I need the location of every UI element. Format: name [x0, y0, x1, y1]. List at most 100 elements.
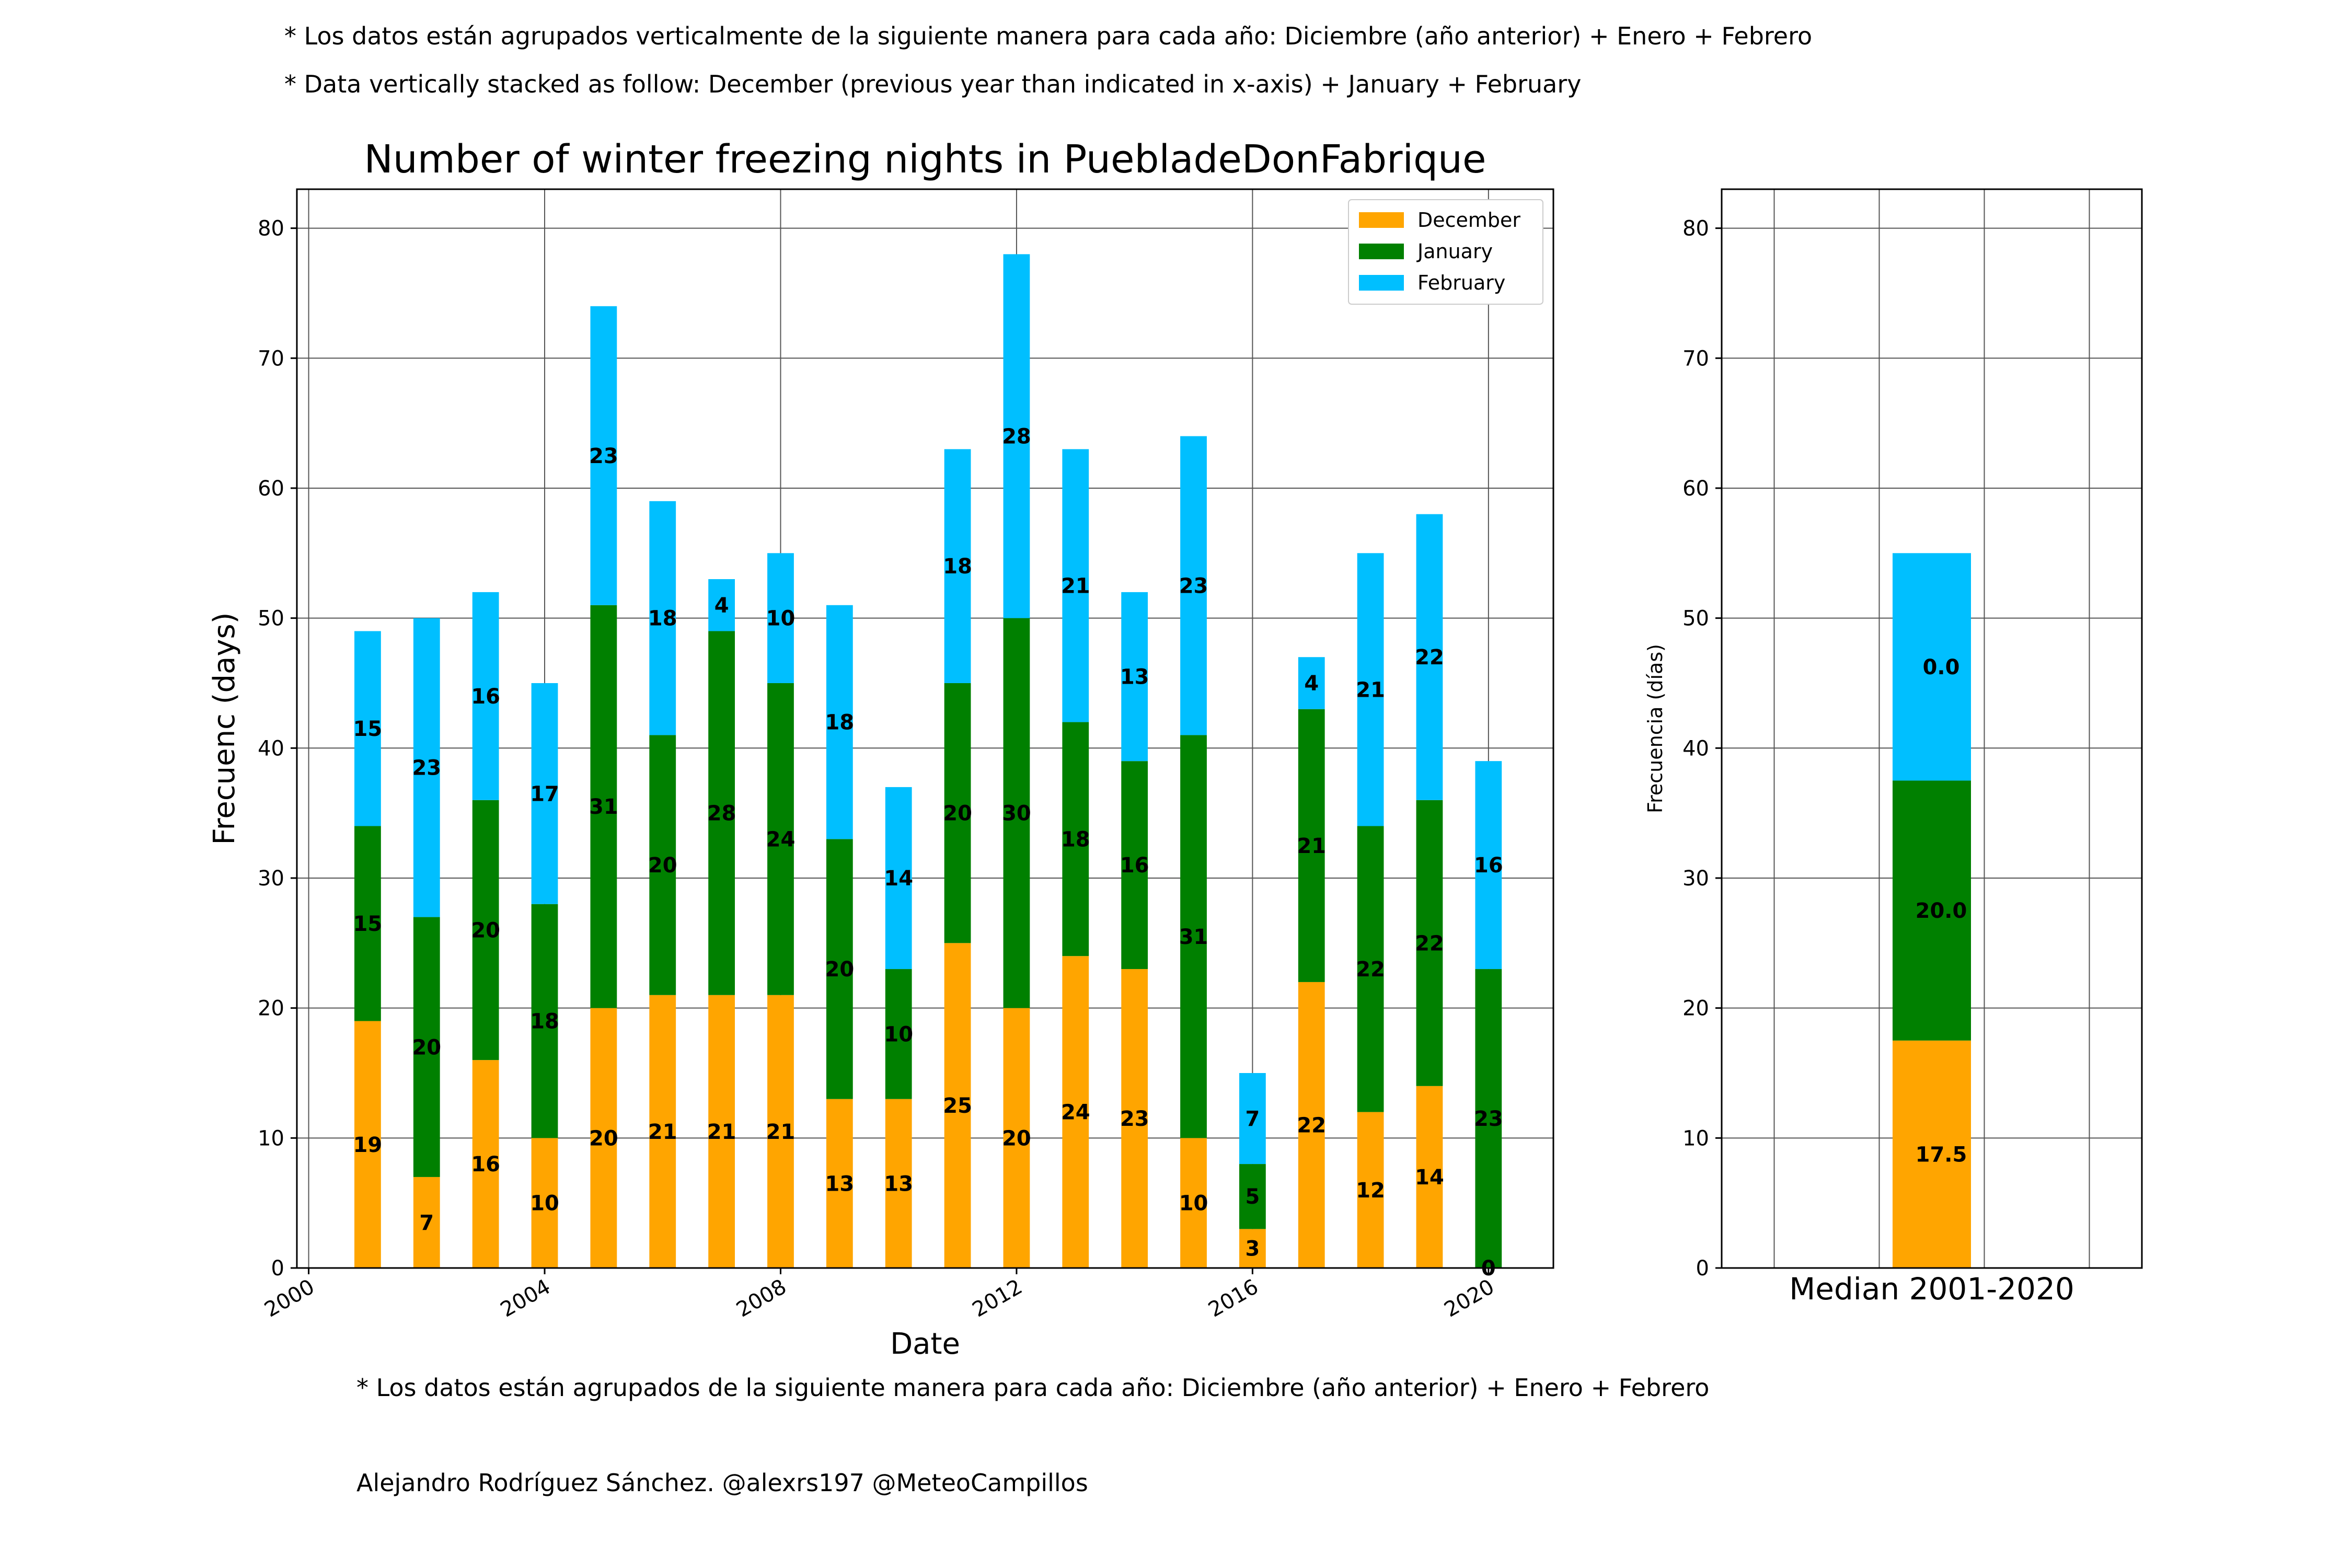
bar-value-label: 23	[1179, 574, 1208, 598]
bar-value-label: 13	[1120, 665, 1149, 689]
median-y-tick-label: 0	[1696, 1256, 1709, 1281]
bar-january	[767, 683, 794, 995]
main-y-tick-label: 20	[258, 997, 284, 1021]
bar-february	[944, 449, 971, 683]
main-y-tick-label: 30	[258, 867, 284, 891]
bar-january	[944, 683, 971, 943]
bar-value-label: 20	[648, 854, 677, 878]
bar-value-label: 20	[471, 918, 500, 942]
credit-line: Alejandro Rodríguez Sánchez. @alexrs197 …	[356, 1469, 1088, 1497]
main-y-tick-label: 10	[258, 1126, 284, 1150]
bar-december	[1357, 1112, 1384, 1268]
bar-value-label: 25	[943, 1094, 972, 1118]
note-bottom-spanish: * Los datos están agrupados de la siguie…	[356, 1374, 1710, 1402]
bar-february	[1180, 436, 1207, 735]
bar-value-label: 18	[1061, 827, 1090, 851]
bar-december	[1239, 1229, 1266, 1268]
median-bar-value-label: 20.0	[1916, 899, 1967, 923]
main-x-tick-label: 2012	[969, 1275, 1027, 1322]
bar-value-label: 22	[1415, 645, 1444, 670]
main-y-tick-label: 70	[258, 347, 284, 371]
bar-value-label: 14	[884, 867, 913, 891]
median-y-tick-label: 50	[1682, 607, 1709, 631]
bar-value-label: 4	[1304, 672, 1319, 696]
bar-value-label: 13	[825, 1172, 855, 1196]
median-y-tick-label: 30	[1682, 867, 1709, 891]
bar-value-label: 21	[648, 1120, 677, 1144]
bar-value-label: 18	[943, 555, 972, 579]
bar-value-label: 24	[766, 827, 795, 851]
bar-january	[531, 904, 558, 1138]
bar-december	[708, 995, 735, 1268]
bar-value-label: 3	[1245, 1237, 1260, 1261]
legend-swatch-february	[1359, 275, 1404, 291]
bar-value-label: 23	[589, 444, 618, 468]
bar-january	[472, 800, 499, 1060]
bar-value-label: 22	[1356, 958, 1385, 982]
bar-february	[708, 579, 735, 631]
bar-december	[1003, 1008, 1030, 1268]
bar-january	[885, 969, 912, 1099]
note-top-spanish: * Los datos están agrupados verticalment…	[284, 22, 1813, 50]
bar-value-label: 28	[707, 802, 736, 826]
bar-december	[885, 1099, 912, 1268]
median-bar-value-label: 0.0	[1923, 655, 1960, 679]
bar-value-label: 7	[1245, 1107, 1260, 1131]
bar-value-label: 23	[1120, 1107, 1149, 1131]
main-plot-frame	[296, 188, 1554, 1269]
bar-december	[413, 1177, 440, 1268]
bar-february	[354, 631, 381, 826]
bar-value-label: 5	[1245, 1185, 1260, 1209]
bar-value-label: 20	[825, 958, 855, 982]
main-y-tick-label: 40	[258, 736, 284, 760]
bar-value-label: 17	[530, 782, 559, 806]
y-axis-title: Frecuenc (days)	[207, 612, 241, 845]
bar-value-label: 21	[766, 1120, 795, 1144]
bar-value-label: 15	[353, 717, 383, 741]
bar-february	[531, 683, 558, 904]
main-x-tick-label: 2008	[732, 1275, 790, 1322]
bar-value-label: 22	[1415, 931, 1444, 955]
bar-value-label: 31	[1179, 925, 1208, 949]
bar-value-label: 21	[1356, 678, 1385, 702]
bar-february	[472, 592, 499, 800]
bar-december	[1062, 956, 1089, 1268]
bar-february	[413, 618, 440, 917]
bar-february	[1357, 553, 1384, 826]
bar-december	[590, 1008, 617, 1268]
bar-value-label: 10	[884, 1022, 913, 1046]
main-x-tick-label: 2020	[1440, 1275, 1498, 1322]
main-y-tick-label: 60	[258, 477, 284, 501]
bar-value-label: 28	[1002, 424, 1031, 448]
bar-value-label: 19	[353, 1133, 383, 1157]
bar-january	[413, 917, 440, 1177]
main-x-tick-label: 2000	[260, 1275, 318, 1322]
bar-value-label: 31	[589, 795, 618, 819]
bar-january	[708, 631, 735, 995]
bar-value-label: 13	[884, 1172, 913, 1196]
bar-december	[1416, 1086, 1443, 1268]
bar-january	[649, 735, 676, 995]
bar-value-label: 12	[1356, 1179, 1385, 1203]
bar-value-label: 21	[1297, 834, 1326, 858]
bar-february	[649, 501, 676, 735]
bar-value-label: 23	[412, 756, 441, 780]
bar-value-label: 10	[766, 607, 795, 631]
legend-swatch-december	[1359, 212, 1404, 228]
bar-january	[826, 839, 853, 1099]
median-y-axis-title: Frecuencia (días)	[1644, 644, 1667, 813]
bar-value-label: 16	[1120, 854, 1149, 878]
bar-value-label: 18	[530, 1010, 559, 1034]
bar-value-label: 20	[412, 1035, 441, 1059]
median-y-tick-label: 20	[1682, 997, 1709, 1021]
legend-label-december: December	[1417, 209, 1520, 232]
main-x-tick-label: 2016	[1204, 1275, 1262, 1322]
bar-value-label: 20	[1002, 1126, 1031, 1150]
bar-december	[944, 943, 971, 1268]
median-bar-january	[1893, 780, 1971, 1041]
bar-january	[1298, 709, 1325, 982]
median-y-tick-label: 70	[1682, 347, 1709, 371]
bar-december	[531, 1138, 558, 1268]
bar-value-label: 14	[1415, 1166, 1444, 1190]
